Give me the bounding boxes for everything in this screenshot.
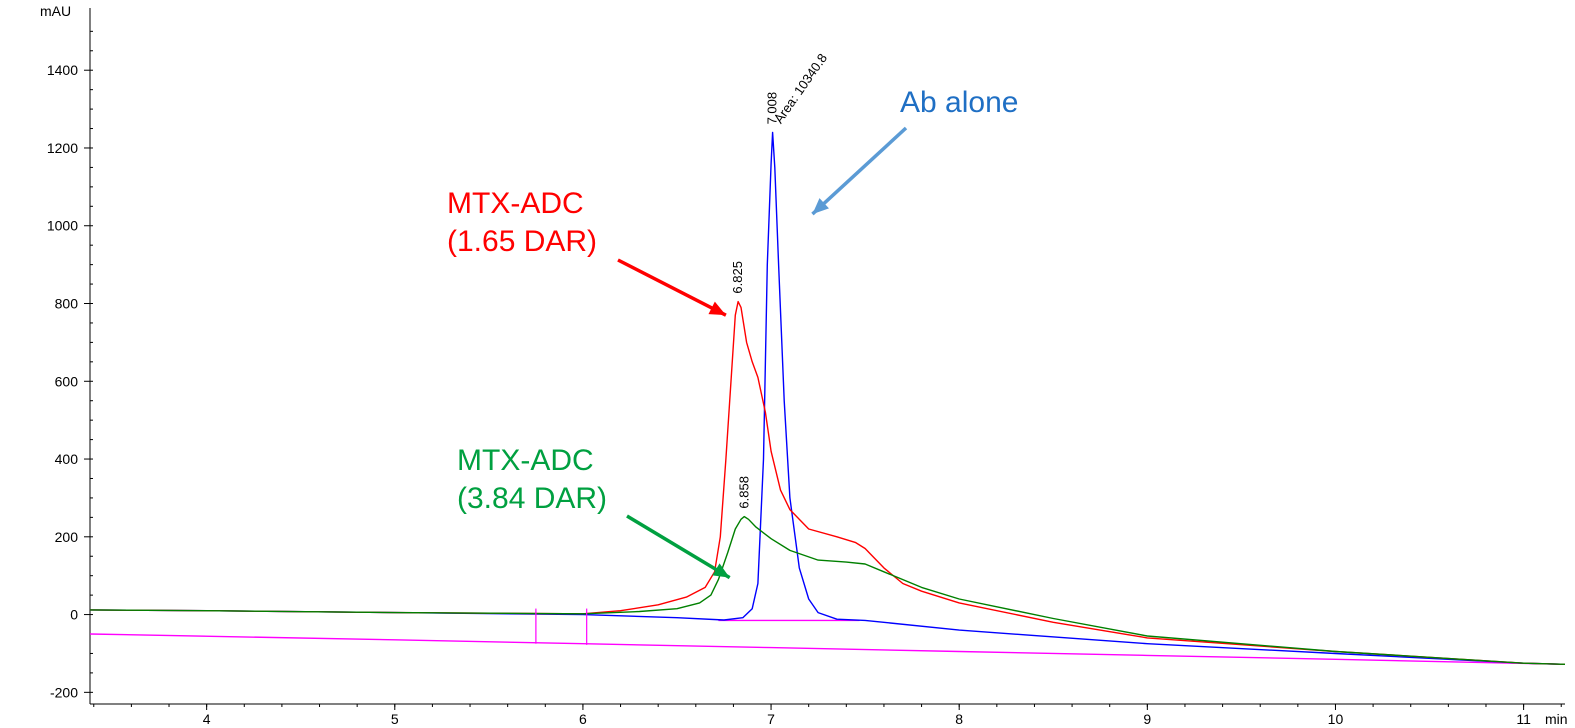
annotation-text: Ab alone (900, 86, 1018, 119)
series-line-mtx-adc-3-84-dar (89, 515, 1566, 665)
annotations: Ab alone MTX-ADC (1.65 DAR) MTX-ADC (3.84 DA… (447, 86, 1018, 580)
annotation-text: MTX-ADC (457, 444, 594, 477)
series-line-blank-baseline (89, 633, 1566, 665)
x-tick-label: 11 (1516, 711, 1531, 727)
annotation-arrowhead (812, 198, 829, 215)
x-tick-label: 4 (203, 711, 211, 727)
y-tick-label: -200 (50, 684, 78, 700)
y-tick-label: 1400 (47, 62, 78, 78)
annotation-arrow (617, 258, 727, 317)
y-axis-label: mAU (40, 3, 71, 19)
y-tick-label: 0 (70, 607, 78, 623)
x-tick-label: 5 (391, 711, 399, 727)
x-tick-label: 7 (767, 711, 775, 727)
y-tick-label: 800 (55, 296, 79, 312)
peak-area-label: Area: 10340.8 (771, 51, 830, 127)
series-line-ab-alone (89, 131, 1566, 665)
series-layer (89, 131, 1566, 665)
annotation-text: MTX-ADC (447, 187, 584, 220)
peak-retention-label: 7.008 (765, 92, 780, 125)
annotation-text: (1.65 DAR) (447, 225, 597, 258)
annotation-arrow (811, 126, 908, 216)
annotation-text: (3.84 DAR) (457, 482, 607, 515)
x-tick-label: 6 (579, 711, 587, 727)
series-line-mtx-adc-1-65-dar (89, 300, 1566, 665)
annotation-arrowhead (708, 301, 726, 316)
x-tick-label: 8 (955, 711, 963, 727)
x-axis-label: min (1545, 711, 1568, 727)
y-tick-label: 200 (55, 529, 79, 545)
annotation-arrowhead (712, 563, 730, 578)
y-tick-label: 1000 (47, 218, 78, 234)
y-tick-label: 400 (55, 451, 79, 467)
peak-retention-label: 6.858 (736, 476, 751, 509)
y-tick-label: 600 (55, 373, 79, 389)
x-tick-label: 10 (1328, 711, 1344, 727)
y-tick-label: 1200 (47, 140, 78, 156)
annotation-arrow (626, 514, 731, 580)
axes: -200 0 200 400 600 800 1000 1200 1400 mAU 4 5 6 7 8 9 10… (40, 3, 1568, 727)
peak-retention-label: 6.825 (730, 261, 745, 294)
x-tick-label: 9 (1143, 711, 1151, 727)
